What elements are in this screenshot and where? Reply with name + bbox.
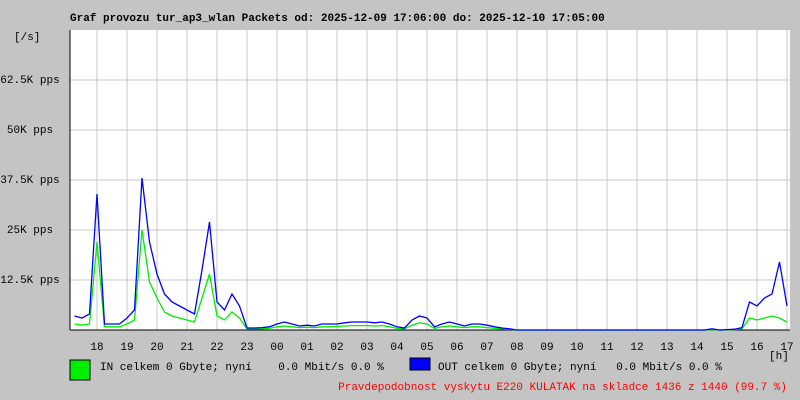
- x-axis-label: [h]: [769, 351, 789, 363]
- x-tick-label: 20: [150, 342, 163, 354]
- x-tick-label: 08: [510, 342, 523, 354]
- x-tick-label: 00: [270, 342, 283, 354]
- x-tick-label: 09: [540, 342, 553, 354]
- grid: [69, 30, 790, 331]
- x-tick-label: 19: [120, 342, 133, 354]
- y-tick-label: 50K pps: [7, 125, 53, 137]
- x-tick-label: 04: [390, 342, 404, 354]
- y-tick-label: 25K pps: [7, 225, 53, 237]
- x-tick-label: 07: [480, 342, 493, 354]
- x-tick-label: 22: [210, 342, 223, 354]
- y-tick-label: 37.5K pps: [0, 175, 59, 187]
- legend-swatch: [69, 359, 91, 381]
- x-tick-label: 02: [330, 342, 343, 354]
- labels: 12.5K pps 25K pps 37.5K pps 50K pps 62.5K pp…: [0, 75, 794, 381]
- y-axis-label: [/s]: [14, 32, 40, 44]
- y-tick-label: 62.5K pps: [0, 75, 59, 87]
- x-tick-label: 12: [630, 342, 643, 354]
- x-tick-label: 17: [780, 342, 793, 354]
- x-tick-label: 18: [90, 342, 103, 354]
- x-tick-label: 21: [180, 342, 194, 354]
- chart-title: Graf provozu tur_ap3_wlan Packets od: 20…: [70, 13, 605, 25]
- x-tick-label: 16: [750, 342, 763, 354]
- x-tick-label: 06: [450, 342, 463, 354]
- series-line: [74, 177, 788, 331]
- x-tick-label: 10: [570, 342, 583, 354]
- x-tick-label: 01: [300, 342, 314, 354]
- marks: [74, 177, 788, 331]
- annotation: Pravdepodobnost vyskytu E220 KULATAK na …: [338, 382, 787, 394]
- x-tick-label: 13: [660, 342, 673, 354]
- x-tick-label: 15: [720, 342, 733, 354]
- x-tick-label: 23: [240, 342, 253, 354]
- x-tick-label: 03: [360, 342, 373, 354]
- legend-swatch: [409, 357, 431, 371]
- legend-label: OUT celkem 0 Gbyte; nyní 0.0 Mbit/s 0.0 …: [438, 362, 722, 374]
- legend-label: IN celkem 0 Gbyte; nyní 0.0 Mbit/s 0.0 %: [100, 362, 384, 374]
- y-tick-label: 12.5K pps: [0, 275, 59, 287]
- x-tick-label: 11: [600, 342, 614, 354]
- x-tick-label: 14: [690, 342, 704, 354]
- x-tick-label: 05: [420, 342, 433, 354]
